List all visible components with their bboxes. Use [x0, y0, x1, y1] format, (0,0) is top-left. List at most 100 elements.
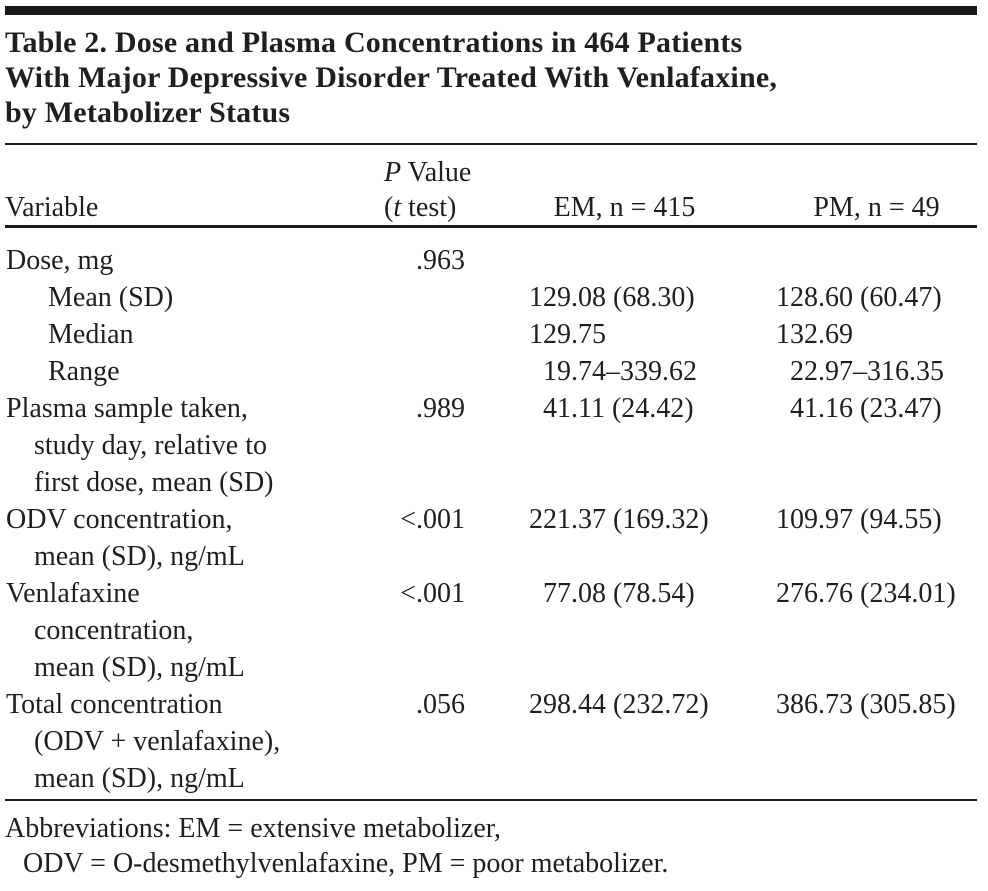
variable-label-line: Total concentration: [6, 689, 223, 720]
cell-p-value: <.001: [400, 504, 465, 535]
table-row: Mean (SD) 129.08 (68.30) 128.60 (60.47): [5, 279, 977, 316]
value-integer-part: 109: [776, 504, 818, 535]
value-integer-part: 132: [776, 319, 818, 350]
value-integer-part: 77: [543, 578, 571, 609]
value-fraction-part: .16 (23.47): [818, 393, 942, 424]
variable-label-line: Venlafaxine: [6, 578, 140, 609]
value-fraction-part: .76 (234.01): [818, 578, 956, 609]
cell-em-value: 41.11 (24.42): [465, 390, 720, 501]
header-row: Variable P Value (t test) EM, n = 415 PM…: [5, 155, 977, 228]
value-fraction-part: .11 (24.42): [571, 393, 694, 424]
table-title: Table 2. Dose and Plasma Concentrations …: [5, 25, 977, 130]
cell-pm-value: 22.97–316.35: [720, 353, 977, 390]
col-header-p-value: P Value (t test): [375, 155, 472, 228]
cell-pm-value: 276.76 (234.01): [720, 575, 977, 686]
value-fraction-part: .97–316.35: [818, 356, 944, 387]
cell-pm-value: 132.69: [720, 316, 977, 353]
table-top-rule: [5, 6, 977, 15]
cell-variable: Range: [5, 353, 375, 390]
col-header-pm: PM, n = 49: [720, 155, 977, 228]
table-row: Total concentration (ODV + venlafaxine), m…: [5, 686, 977, 799]
cell-variable: Total concentration (ODV + venlafaxine), m…: [5, 686, 375, 799]
variable-label-line: ODV concentration,: [6, 504, 233, 535]
value-fraction-part: .73 (305.85): [818, 689, 956, 720]
variable-label-line: Median: [48, 319, 134, 350]
cell-pm-value: 109.97 (94.55): [720, 501, 977, 575]
table-row: Dose, mg .963: [5, 227, 977, 280]
cell-em-value: 129.75: [465, 316, 720, 353]
variable-label-line: study day, relative to: [34, 430, 268, 461]
cell-p-value: .056: [416, 689, 465, 720]
cell-p-value: [375, 279, 465, 316]
cell-pm-value: 128.60 (60.47): [720, 279, 977, 316]
cell-p-value: .963: [416, 245, 465, 276]
cell-p-value: .989: [416, 393, 465, 424]
value-integer-part: 22: [790, 356, 818, 387]
p-value-header-line1: P Value: [384, 157, 472, 188]
p-value-header-line2: (t test): [384, 192, 457, 223]
cell-variable: Plasma sample taken, study day, relative …: [5, 390, 375, 501]
variable-label-line: Plasma sample taken,: [6, 393, 248, 424]
value-integer-part: 129: [529, 319, 571, 350]
cell-em-value: 19.74–339.62: [465, 353, 720, 390]
variable-label-line: first dose, mean (SD): [34, 467, 274, 498]
value-integer-part: 298: [529, 689, 571, 720]
value-integer-part: 19: [543, 356, 571, 387]
col-header-variable: Variable: [5, 155, 375, 228]
table-footnote: Abbreviations: EM = extensive metabolize…: [5, 811, 977, 891]
title-divider-rule: [5, 143, 977, 145]
value-fraction-part: .97 (94.55): [818, 504, 942, 535]
footnote-line: ODV = O-desmethylvenlafaxine, PM = poor …: [23, 848, 669, 879]
variable-label-line: (ODV + venlafaxine),: [34, 726, 281, 757]
dose-plasma-table: Variable P Value (t test) EM, n = 415 PM…: [5, 155, 977, 799]
table-row: ODV concentration, mean (SD), ng/mL <.001 2…: [5, 501, 977, 575]
cell-pm-value: 386.73 (305.85): [720, 686, 977, 799]
variable-label-line: Range: [48, 356, 120, 387]
cell-variable: Mean (SD): [5, 279, 375, 316]
table-row: Median 129.75 132.69: [5, 316, 977, 353]
table-row: Plasma sample taken, study day, relative …: [5, 390, 977, 501]
cell-variable: ODV concentration, mean (SD), ng/mL: [5, 501, 375, 575]
value-fraction-part: .44 (232.72): [571, 689, 709, 720]
cell-variable: Dose, mg: [5, 227, 375, 280]
value-fraction-part: .08 (78.54): [571, 578, 695, 609]
variable-label-line: mean (SD), ng/mL: [34, 652, 245, 683]
col-header-em: EM, n = 415: [465, 155, 720, 228]
value-fraction-part: .37 (169.32): [571, 504, 709, 535]
cell-em-value: 298.44 (232.72): [465, 686, 720, 799]
cell-pm-value: [720, 227, 977, 280]
table-title-line: Table 2. Dose and Plasma Concentrations …: [5, 26, 743, 59]
variable-label-line: Dose, mg: [6, 245, 114, 276]
value-integer-part: 221: [529, 504, 571, 535]
cell-variable: Venlafaxine concentration, mean (SD), ng/m…: [5, 575, 375, 686]
variable-label-line: Mean (SD): [48, 282, 174, 313]
table-body: Dose, mg .963 Mean (SD) 129.08 (68.30) 128.6…: [5, 227, 977, 800]
value-integer-part: 41: [790, 393, 818, 424]
cell-em-value: 129.08 (68.30): [465, 279, 720, 316]
value-fraction-part: .75: [571, 319, 606, 350]
variable-label-line: concentration,: [34, 615, 194, 646]
value-fraction-part: .74–339.62: [571, 356, 697, 387]
cell-p-value: [375, 316, 465, 353]
value-integer-part: 128: [776, 282, 818, 313]
table-header: Variable P Value (t test) EM, n = 415 PM…: [5, 155, 977, 228]
table-row: Venlafaxine concentration, mean (SD), ng/m…: [5, 575, 977, 686]
cell-variable: Median: [5, 316, 375, 353]
footnote-line: Abbreviations: EM = extensive metabolize…: [5, 813, 501, 844]
table-row: Range 19.74–339.62 22.97–316.35: [5, 353, 977, 390]
value-integer-part: 129: [529, 282, 571, 313]
value-fraction-part: .69: [818, 319, 853, 350]
value-fraction-part: .60 (60.47): [818, 282, 942, 313]
table-title-line: by Metabolizer Status: [5, 96, 291, 129]
cell-p-value: [375, 353, 465, 390]
value-integer-part: 276: [776, 578, 818, 609]
variable-label-line: mean (SD), ng/mL: [34, 763, 245, 794]
value-fraction-part: .08 (68.30): [571, 282, 695, 313]
cell-pm-value: 41.16 (23.47): [720, 390, 977, 501]
cell-em-value: 221.37 (169.32): [465, 501, 720, 575]
cell-em-value: [465, 227, 720, 280]
table-title-line: With Major Depressive Disorder Treated W…: [5, 61, 778, 94]
cell-em-value: 77.08 (78.54): [465, 575, 720, 686]
table-bottom-rule: [5, 799, 977, 801]
